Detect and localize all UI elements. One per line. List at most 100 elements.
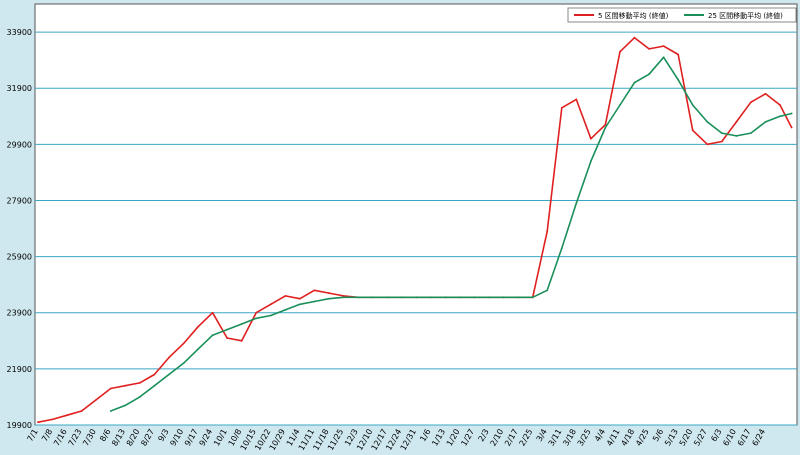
gridlines — [35, 31, 797, 426]
series-point — [51, 418, 54, 421]
series-point — [211, 311, 214, 314]
series-point — [662, 45, 665, 47]
series-point — [37, 421, 39, 424]
series-point — [444, 296, 447, 299]
y-tick-label: 21900 — [7, 365, 32, 374]
series-point — [211, 334, 214, 337]
y-tick-label: 23900 — [7, 309, 32, 318]
series-point — [328, 297, 330, 300]
series-point — [459, 296, 461, 299]
series-point — [633, 81, 636, 84]
series-point — [226, 328, 229, 331]
series-point — [691, 104, 694, 106]
series-point — [240, 323, 243, 325]
series-point — [575, 202, 578, 205]
y-axis-ticks: 19900 21900 23900 25900 27900 29900 31900 33900 — [7, 28, 32, 430]
series-point — [720, 140, 723, 143]
series-point — [560, 247, 563, 250]
series-point — [750, 101, 752, 104]
series-point — [138, 396, 141, 398]
series-point — [546, 289, 549, 292]
series-point — [750, 132, 752, 135]
series-point — [604, 123, 607, 126]
series-point — [153, 384, 156, 387]
series-point — [182, 362, 185, 365]
series-point — [619, 104, 621, 106]
series-point — [779, 104, 781, 106]
series-point — [633, 36, 636, 39]
series-point — [109, 387, 112, 390]
series-point — [313, 289, 316, 292]
series-point — [313, 300, 316, 303]
series-point — [589, 137, 592, 140]
series-point — [677, 78, 680, 81]
series-point — [560, 106, 563, 109]
series-point — [284, 294, 287, 297]
series-point — [429, 296, 432, 299]
legend-label-5-period: 5 区間移動平均 (終値) — [598, 11, 669, 20]
series-point — [790, 126, 793, 129]
series-point — [240, 339, 243, 342]
y-tick-label: 31900 — [7, 84, 32, 93]
series-line-1 — [110, 56, 792, 412]
series-point — [706, 143, 709, 146]
series-point — [298, 297, 301, 300]
series-point — [764, 92, 767, 95]
series-point — [415, 296, 418, 299]
series-point — [662, 56, 665, 59]
series-point — [109, 410, 112, 412]
series-point — [328, 292, 330, 294]
series-point — [168, 356, 170, 359]
series-point — [720, 132, 723, 135]
series-point — [790, 112, 793, 115]
series-point — [255, 317, 258, 320]
series-point — [735, 135, 738, 137]
legend: 5 区間移動平均 (終値) 25 区間移動平均 (終値) — [567, 7, 797, 23]
series-point — [255, 311, 258, 314]
series-point — [400, 296, 403, 299]
series-point — [182, 342, 185, 345]
plot-area — [34, 3, 798, 426]
y-tick-label: 33900 — [7, 28, 32, 37]
series-point — [371, 296, 374, 299]
series-point — [153, 373, 156, 376]
series-point — [691, 129, 694, 132]
series-point — [648, 73, 650, 76]
series-point — [735, 120, 738, 123]
series-point — [95, 398, 98, 401]
series-point — [677, 53, 680, 56]
series-point — [342, 296, 345, 299]
series-point — [298, 303, 301, 306]
series-point — [546, 230, 549, 233]
series-point — [80, 410, 83, 412]
series-point — [488, 296, 490, 299]
series-point — [604, 126, 607, 129]
series-point — [269, 303, 272, 306]
series-point — [284, 309, 287, 311]
series-point — [342, 294, 345, 297]
legend-label-25-period: 25 区間移動平均 (終値) — [708, 11, 783, 20]
series-point — [168, 373, 170, 376]
series-lines — [37, 36, 793, 424]
series-point — [473, 296, 476, 299]
series-point — [138, 382, 141, 384]
series-point — [779, 115, 781, 118]
series-point — [531, 296, 534, 299]
series-point — [386, 296, 389, 299]
legend-box — [567, 7, 797, 23]
series-point — [619, 50, 621, 53]
series-point — [66, 414, 68, 417]
series-point — [124, 384, 127, 387]
series-point — [575, 98, 578, 101]
y-tick-label: 27900 — [7, 196, 32, 205]
series-point — [357, 296, 359, 299]
series-point — [197, 348, 199, 351]
series-point — [197, 325, 199, 328]
series-point — [269, 314, 272, 317]
y-tick-label: 19900 — [7, 421, 32, 430]
series-point — [124, 404, 127, 407]
series-point — [706, 120, 709, 123]
y-tick-label: 25900 — [7, 253, 32, 262]
series-point — [226, 337, 229, 339]
